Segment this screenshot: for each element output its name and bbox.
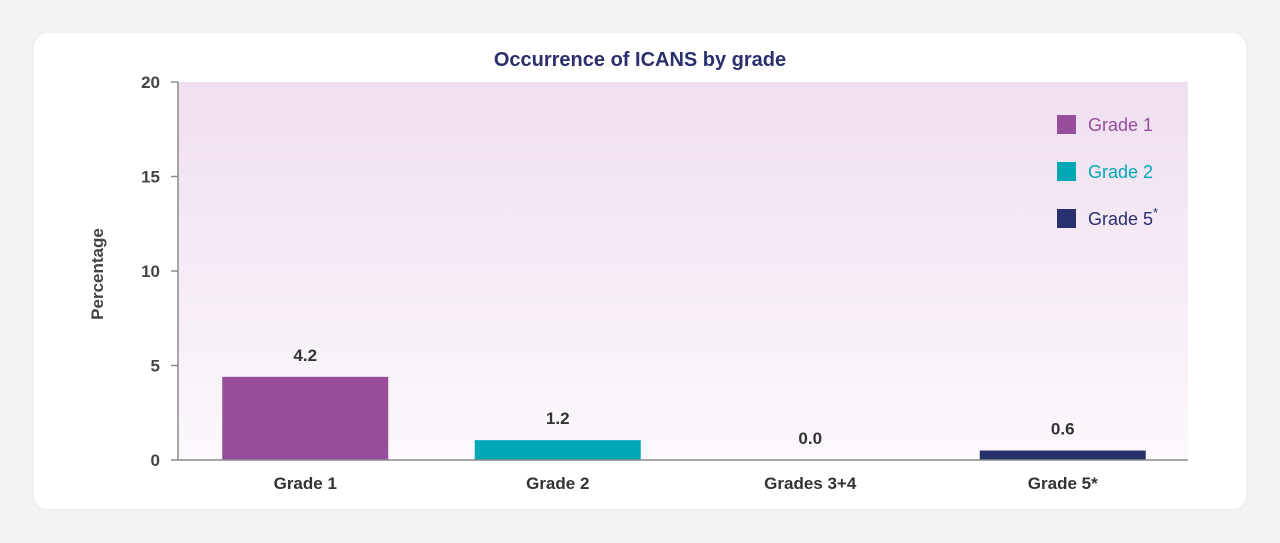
legend: Grade 1 Grade 2 Grade 5* bbox=[1057, 115, 1158, 229]
legend-label: Grade 1 bbox=[1088, 115, 1153, 135]
data-label: 0.0 bbox=[798, 429, 822, 448]
x-tick-label: Grade 2 bbox=[526, 474, 589, 493]
data-label: 4.2 bbox=[293, 346, 317, 365]
legend-swatch bbox=[1057, 115, 1076, 134]
chart-card: Occurrence of ICANS by grade Percentage … bbox=[34, 33, 1246, 509]
chart-title: Occurrence of ICANS by grade bbox=[494, 49, 786, 71]
data-label: 1.2 bbox=[546, 409, 570, 428]
y-tick-label: 5 bbox=[151, 357, 160, 376]
legend-label-text: Grade 1 bbox=[1088, 115, 1153, 135]
legend-swatch bbox=[1057, 209, 1076, 228]
x-tick-label: Grades 3+4 bbox=[764, 474, 857, 493]
legend-label: Grade 5* bbox=[1088, 205, 1158, 229]
y-tick-label: 10 bbox=[141, 262, 160, 281]
legend-superscript: * bbox=[1153, 205, 1158, 220]
x-tick-label: Grade 1 bbox=[274, 474, 337, 493]
y-axis-label: Percentage bbox=[88, 228, 107, 320]
legend-label-text: Grade 2 bbox=[1088, 162, 1153, 182]
bar bbox=[474, 440, 641, 460]
x-tick-label: Grade 5* bbox=[1028, 474, 1098, 493]
legend-swatch bbox=[1057, 162, 1076, 181]
legend-label-text: Grade 5 bbox=[1088, 209, 1153, 229]
bar-chart: Occurrence of ICANS by grade Percentage … bbox=[88, 49, 1188, 493]
y-tick-label: 15 bbox=[141, 168, 160, 187]
data-label: 0.6 bbox=[1051, 420, 1075, 439]
bar bbox=[222, 376, 389, 460]
y-axis: 0 5 10 15 20 bbox=[141, 73, 178, 470]
bar bbox=[979, 450, 1146, 460]
x-axis: Grade 1 Grade 2 Grades 3+4 Grade 5* bbox=[274, 474, 1098, 493]
y-tick-label: 20 bbox=[141, 73, 160, 92]
bars: 4.2 1.2 0.0 0.6 bbox=[222, 346, 1146, 460]
legend-label: Grade 2 bbox=[1088, 162, 1153, 182]
y-tick-label: 0 bbox=[151, 451, 160, 470]
